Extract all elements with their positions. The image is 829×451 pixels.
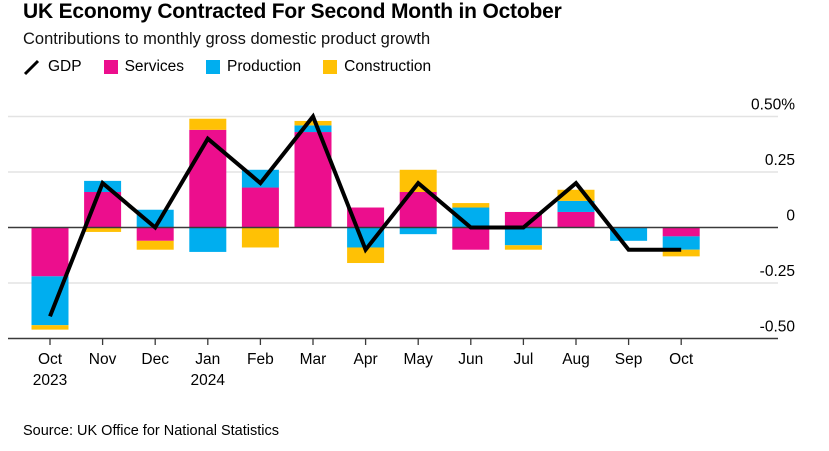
bar-segment-services [31, 227, 69, 277]
bar-segment-construction [504, 245, 542, 250]
x-axis-label: Oct [38, 351, 63, 368]
bar-segment-services [557, 211, 595, 228]
legend-label-construction: Construction [344, 58, 432, 75]
chart-title: UK Economy Contracted For Second Month i… [23, 0, 562, 23]
legend-item-production: Production [206, 58, 301, 76]
bar-segment-services [136, 227, 174, 241]
bar-segment-production [504, 227, 542, 246]
legend-label-production: Production [227, 58, 302, 75]
bar-segment-services [189, 129, 227, 228]
bar-segment-construction [347, 247, 385, 264]
legend-label-services: Services [124, 58, 185, 75]
x-axis-label: Jun [458, 351, 483, 368]
x-axis-label: Dec [141, 351, 169, 368]
x-axis-label: Oct [669, 351, 694, 368]
bar-segment-construction [452, 203, 490, 208]
bar-segment-production [399, 227, 437, 235]
bar-segment-services [84, 191, 122, 228]
bar-segment-production [452, 207, 490, 228]
bar-segment-production [189, 227, 227, 252]
bar-segment-construction [557, 189, 595, 201]
bar-segment-services [662, 227, 700, 237]
production-swatch-icon [206, 60, 221, 74]
x-axis-label: Sep [615, 351, 643, 368]
x-axis-label: Jan [195, 351, 220, 368]
legend-item-services: Services [103, 58, 185, 76]
y-axis-label: 0.25 [765, 152, 795, 169]
services-swatch-icon [103, 60, 118, 74]
gdp-line-icon [23, 59, 40, 75]
bar-segment-construction [189, 118, 227, 130]
x-axis-label: Aug [562, 351, 590, 368]
construction-swatch-icon [323, 60, 338, 74]
source-note: Source: UK Office for National Statistic… [23, 423, 280, 439]
bar-segment-construction [136, 240, 174, 250]
x-axis-label: Feb [247, 351, 274, 368]
bar-segment-production [662, 236, 700, 250]
bar-segment-construction [294, 120, 332, 126]
bar-segment-construction [241, 227, 279, 248]
x-axis-label: Nov [89, 351, 117, 368]
chart-subtitle: Contributions to monthly gross domestic … [23, 30, 431, 48]
legend-item-gdp: GDP [23, 58, 82, 76]
x-axis-year-label: 2024 [191, 372, 226, 389]
x-axis-label: Apr [354, 351, 378, 368]
legend: GDP Services Production Construction [23, 58, 431, 76]
x-axis-year-label: 2023 [33, 372, 67, 389]
bar-segment-construction [662, 249, 700, 257]
bar-segment-construction [31, 325, 69, 330]
bar-segment-construction [84, 227, 122, 232]
x-axis-label: Jul [513, 351, 533, 368]
bar-segment-production [294, 125, 332, 133]
x-axis-label: May [404, 351, 434, 368]
y-axis-label: -0.50 [760, 319, 796, 336]
bar-segment-services [504, 211, 542, 228]
bar-segment-production [557, 200, 595, 212]
x-axis-label: Mar [300, 351, 327, 368]
bar-segment-services [241, 187, 279, 228]
y-axis-label: 0 [786, 208, 795, 225]
gdp-line [48, 112, 682, 318]
y-axis-label: -0.25 [760, 263, 795, 280]
bar-segment-production [347, 227, 385, 248]
gdp-line-glyph [23, 59, 40, 75]
legend-label-gdp: GDP [48, 58, 82, 75]
y-axis-label: 0.50% [751, 97, 795, 114]
legend-item-construction: Construction [323, 58, 431, 76]
bar-segment-services [452, 227, 490, 250]
